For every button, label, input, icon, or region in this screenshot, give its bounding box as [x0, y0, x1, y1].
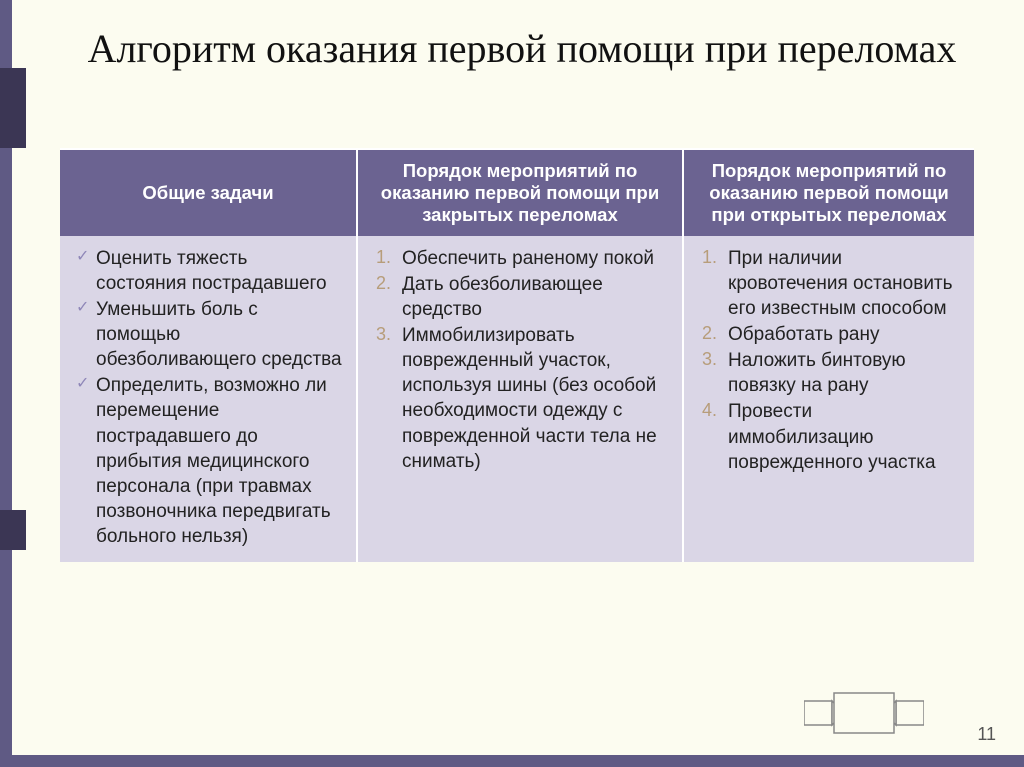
th-open-fracture: Порядок мероприятий по оказанию первой п… — [684, 150, 974, 236]
list-item: Обеспечить раненому покой — [372, 246, 668, 271]
list-item: Провести иммобилизацию поврежденного уча… — [698, 399, 960, 474]
side-accent-mid — [0, 510, 26, 550]
algorithm-table: Общие задачи Порядок мероприятий по оказ… — [60, 148, 974, 562]
td-general-tasks: Оценить тяжесть состояния пострадавшего … — [60, 236, 358, 562]
page-number: 11 — [977, 724, 996, 745]
list-item: Дать обезболивающее средство — [372, 272, 668, 322]
list-item: При наличии кровотечения остановить его … — [698, 246, 960, 321]
list-item: Наложить бинтовую повязку на рану — [698, 348, 960, 398]
side-accent-top — [0, 68, 26, 148]
open-fracture-list: При наличии кровотечения остановить его … — [698, 246, 960, 475]
list-item: Уменьшить боль с помощью обезболивающего… — [74, 297, 342, 372]
list-item: Иммобилизировать поврежденный участок, и… — [372, 323, 668, 473]
td-closed-fracture: Обеспечить раненому покой Дать обезболив… — [358, 236, 684, 562]
closed-fracture-list: Обеспечить раненому покой Дать обезболив… — [372, 246, 668, 474]
th-general-tasks: Общие задачи — [60, 150, 358, 236]
table-header-row: Общие задачи Порядок мероприятий по оказ… — [60, 148, 974, 236]
ribbon-ornament-icon — [804, 687, 924, 739]
list-item: Определить, возможно ли перемещение пост… — [74, 373, 342, 549]
table-body-row: Оценить тяжесть состояния пострадавшего … — [60, 236, 974, 562]
slide-title: Алгоритм оказания первой помощи при пере… — [60, 26, 984, 72]
list-item: Оценить тяжесть состояния пострадавшего — [74, 246, 342, 296]
general-tasks-list: Оценить тяжесть состояния пострадавшего … — [74, 246, 342, 549]
th-closed-fracture: Порядок мероприятий по оказанию первой п… — [358, 150, 684, 236]
list-item: Обработать рану — [698, 322, 960, 347]
slide-edge-bottom — [0, 755, 1024, 767]
td-open-fracture: При наличии кровотечения остановить его … — [684, 236, 974, 562]
